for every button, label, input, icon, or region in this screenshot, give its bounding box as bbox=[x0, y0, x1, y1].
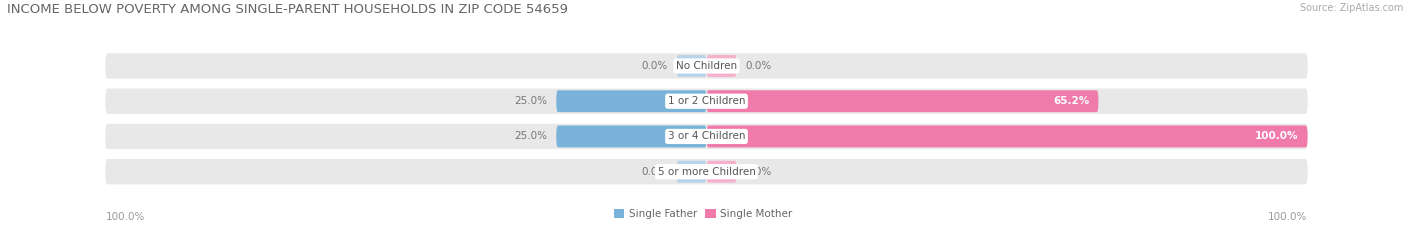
Text: 0.0%: 0.0% bbox=[641, 167, 668, 177]
Text: 5 or more Children: 5 or more Children bbox=[658, 167, 755, 177]
FancyBboxPatch shape bbox=[105, 53, 1308, 79]
Text: 100.0%: 100.0% bbox=[1256, 131, 1299, 141]
Text: 0.0%: 0.0% bbox=[745, 61, 772, 71]
FancyBboxPatch shape bbox=[707, 55, 737, 77]
Text: 100.0%: 100.0% bbox=[1268, 212, 1308, 222]
Legend: Single Father, Single Mother: Single Father, Single Mother bbox=[610, 205, 796, 223]
FancyBboxPatch shape bbox=[707, 126, 1308, 147]
Text: No Children: No Children bbox=[676, 61, 737, 71]
FancyBboxPatch shape bbox=[557, 126, 707, 147]
Text: 1 or 2 Children: 1 or 2 Children bbox=[668, 96, 745, 106]
Text: 3 or 4 Children: 3 or 4 Children bbox=[668, 131, 745, 141]
Text: 65.2%: 65.2% bbox=[1053, 96, 1090, 106]
FancyBboxPatch shape bbox=[676, 55, 707, 77]
FancyBboxPatch shape bbox=[105, 159, 1308, 184]
FancyBboxPatch shape bbox=[105, 89, 1308, 114]
FancyBboxPatch shape bbox=[676, 161, 707, 183]
Text: Source: ZipAtlas.com: Source: ZipAtlas.com bbox=[1299, 3, 1403, 14]
Text: INCOME BELOW POVERTY AMONG SINGLE-PARENT HOUSEHOLDS IN ZIP CODE 54659: INCOME BELOW POVERTY AMONG SINGLE-PARENT… bbox=[7, 3, 568, 17]
FancyBboxPatch shape bbox=[557, 90, 707, 112]
FancyBboxPatch shape bbox=[707, 90, 1098, 112]
Text: 25.0%: 25.0% bbox=[515, 131, 547, 141]
Text: 0.0%: 0.0% bbox=[745, 167, 772, 177]
Text: 100.0%: 100.0% bbox=[105, 212, 145, 222]
FancyBboxPatch shape bbox=[105, 124, 1308, 149]
Text: 0.0%: 0.0% bbox=[641, 61, 668, 71]
Text: 25.0%: 25.0% bbox=[515, 96, 547, 106]
FancyBboxPatch shape bbox=[707, 161, 737, 183]
